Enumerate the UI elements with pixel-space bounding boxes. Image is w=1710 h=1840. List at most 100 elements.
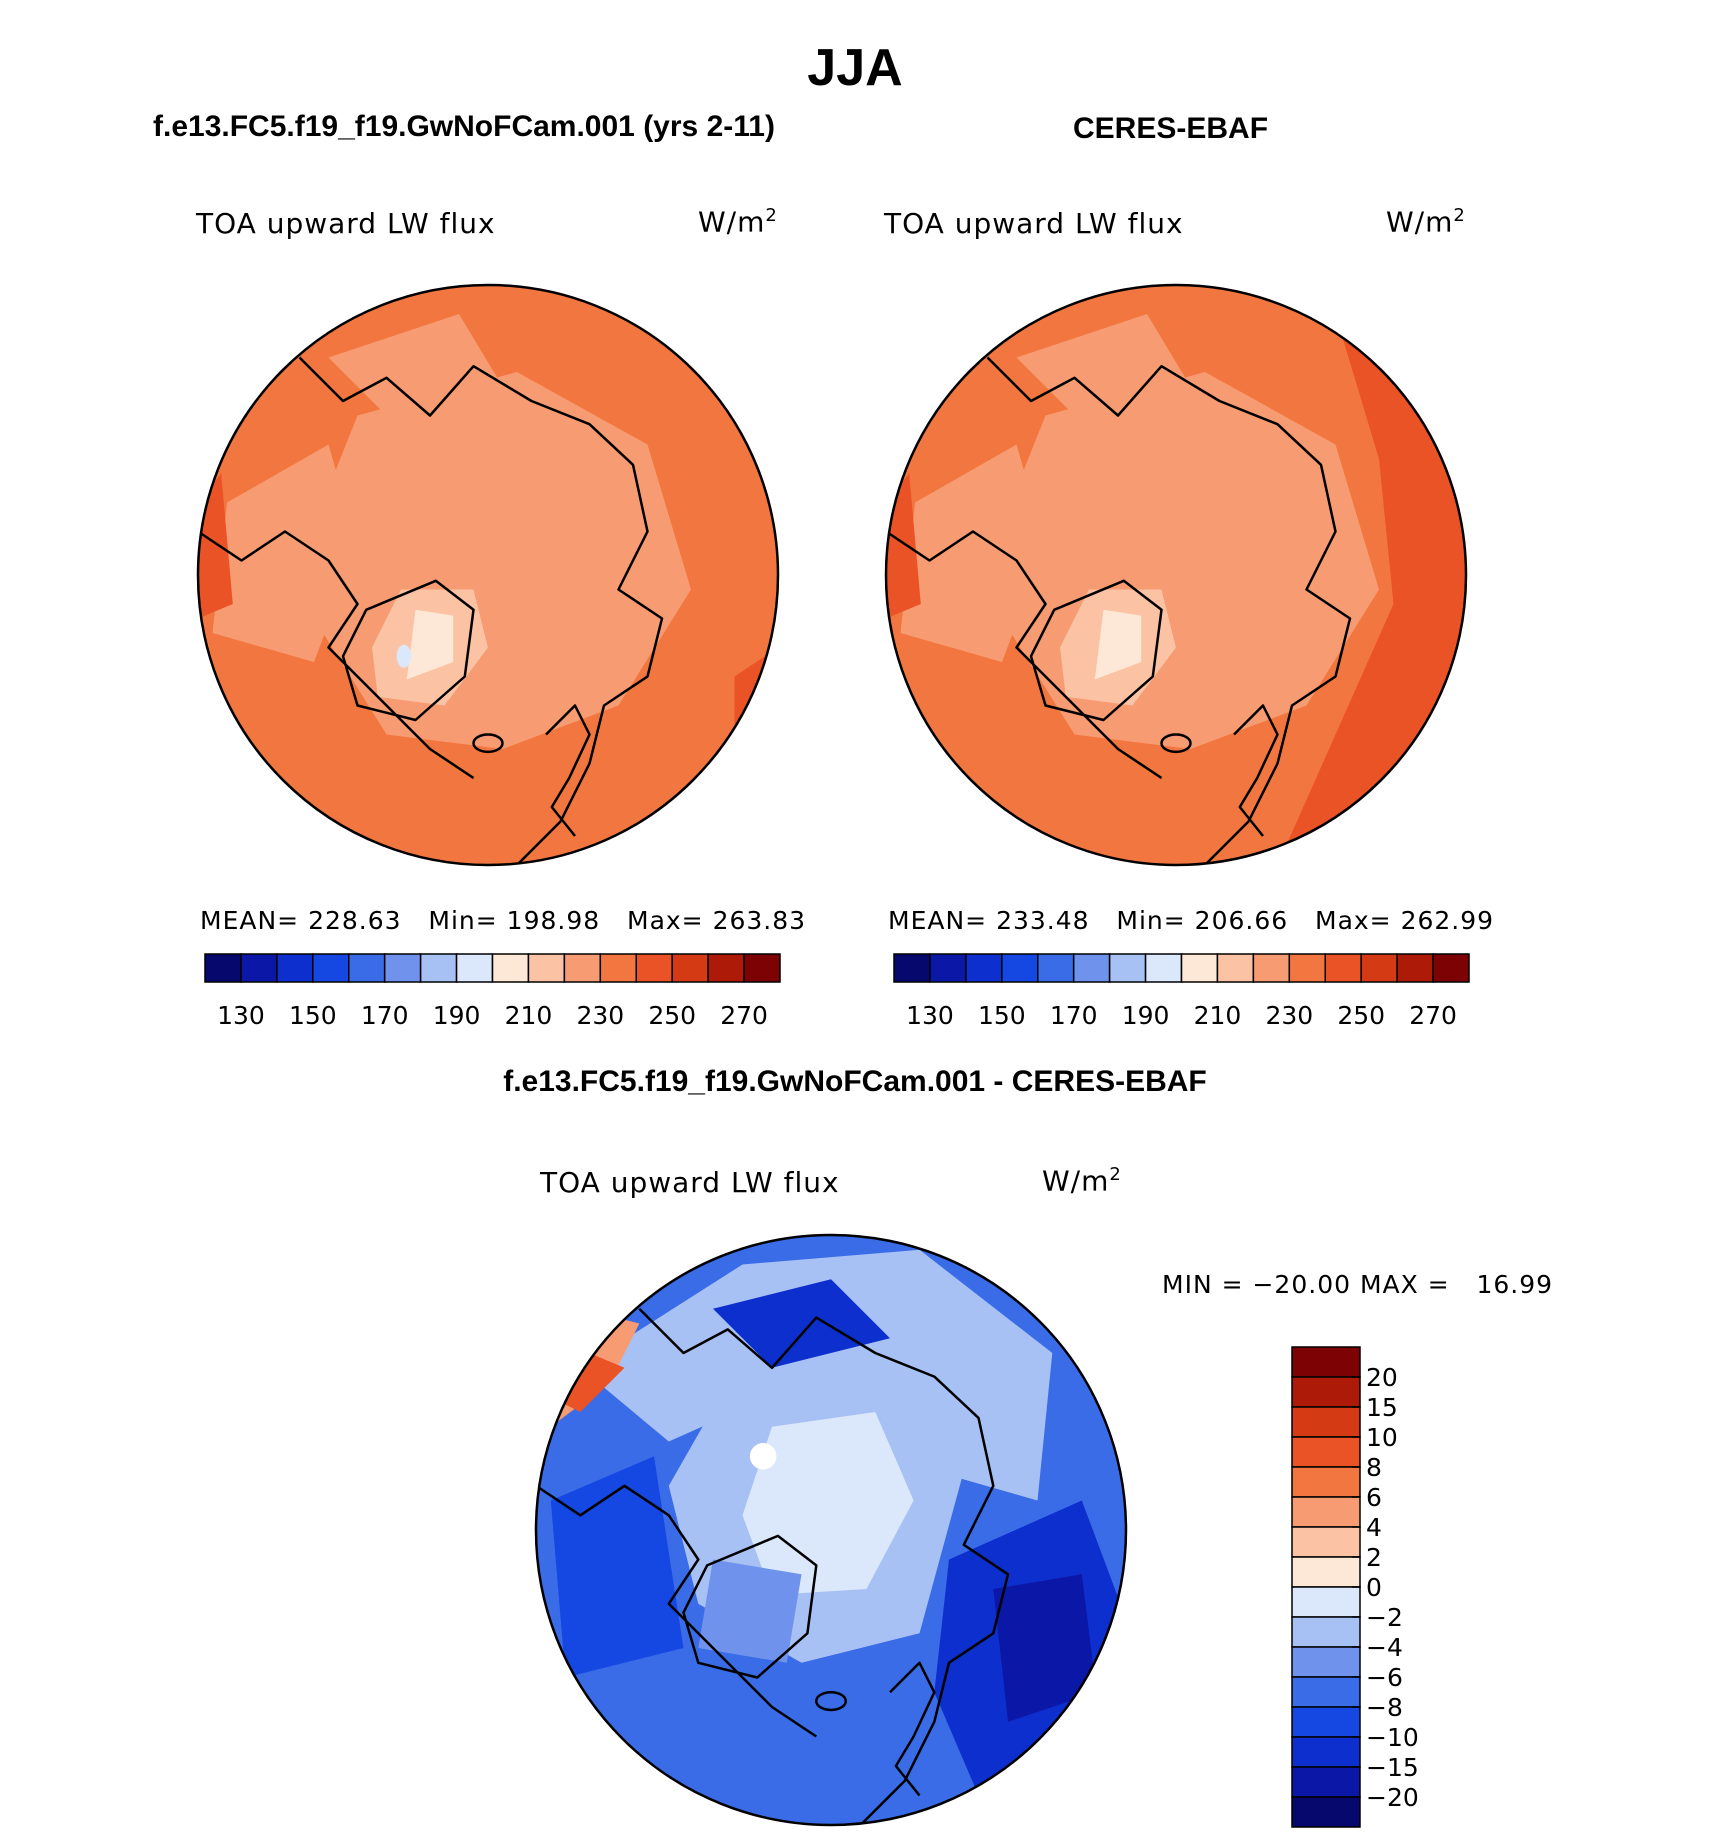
colorbar-swatch bbox=[707, 953, 745, 983]
colorbar-tick-label: 8 bbox=[1366, 1453, 1382, 1482]
colorbar-swatch bbox=[1291, 1586, 1361, 1618]
model-stats: MEAN= 228.63 Min= 198.98 Max= 263.83 bbox=[200, 906, 807, 935]
colorbar-swatch bbox=[1291, 1736, 1361, 1768]
colorbar-tick-label: 6 bbox=[1366, 1483, 1382, 1512]
colorbar-swatch bbox=[348, 953, 386, 983]
colorbar-tick-label: 150 bbox=[289, 1001, 337, 1030]
colorbar-swatch bbox=[893, 953, 931, 983]
field-canada-region bbox=[900, 444, 1046, 662]
colorbar-swatch bbox=[1001, 953, 1039, 983]
field-warm-sector bbox=[589, 314, 778, 865]
colorbar-swatch bbox=[599, 953, 637, 983]
diff-case-title: f.e13.FC5.f19_f19.GwNoFCam.001 - CERES-E… bbox=[503, 1065, 1207, 1098]
field-greenland-min bbox=[396, 644, 412, 668]
coastline-iceland bbox=[815, 1691, 847, 1712]
colorbar-swatch bbox=[965, 953, 1003, 983]
colorbar-tick-label: 230 bbox=[576, 1001, 624, 1030]
model-max-value: 263.83 bbox=[712, 906, 807, 935]
colorbar-swatch bbox=[491, 953, 530, 983]
field-canada-region bbox=[212, 444, 358, 662]
field-pacific-region bbox=[328, 314, 503, 416]
polar-map-difference bbox=[536, 1235, 1126, 1825]
field-greenland bbox=[698, 1559, 802, 1663]
field-pacific-region bbox=[1016, 314, 1191, 416]
colorbar-tick-label: 170 bbox=[1050, 1001, 1098, 1030]
map-border-difference bbox=[534, 1233, 1128, 1827]
obs-variable-label: TOA upward LW flux bbox=[884, 207, 1184, 240]
colorbar-swatch bbox=[1291, 1406, 1361, 1438]
colorbar-swatch bbox=[1396, 953, 1434, 983]
colorbar-swatch bbox=[1216, 953, 1255, 983]
coastline-north-america bbox=[198, 530, 475, 780]
coastline-north-america bbox=[886, 530, 1163, 780]
field-greenland-core bbox=[1094, 609, 1142, 680]
colorbar-swatch bbox=[1108, 953, 1147, 983]
colorbar-swatch bbox=[929, 953, 967, 983]
colorbar-swatch bbox=[1291, 1646, 1361, 1678]
colorbar-tick-label: −20 bbox=[1366, 1783, 1419, 1812]
colorbar-tick-label: 190 bbox=[433, 1001, 481, 1030]
obs-mean-value: 233.48 bbox=[996, 906, 1090, 935]
colorbar-swatch bbox=[743, 953, 781, 983]
coastline-greenland bbox=[1029, 579, 1163, 722]
field-eurasia-min bbox=[993, 1574, 1097, 1722]
model-variable-label: TOA upward LW flux bbox=[196, 207, 496, 240]
colorbar-swatch bbox=[671, 953, 709, 983]
map-border-model bbox=[196, 283, 780, 867]
obs-case-title: CERES-EBAF bbox=[1073, 112, 1269, 145]
diff-units-label: W/m2 bbox=[1042, 1164, 1122, 1198]
colorbar-swatch bbox=[1288, 953, 1326, 983]
colorbar-model: 130 150 170 190 210 230 250 270 bbox=[204, 953, 781, 1030]
colorbar-swatch bbox=[1180, 953, 1219, 983]
obs-max-value: 262.99 bbox=[1400, 906, 1495, 935]
colorbar-swatch bbox=[419, 953, 458, 983]
colorbar-tick-label: 20 bbox=[1366, 1363, 1398, 1392]
colorbar-tick-label: 150 bbox=[978, 1001, 1026, 1030]
map-border-observation bbox=[884, 283, 1468, 867]
colorbar-tick-label: −2 bbox=[1366, 1603, 1403, 1632]
colorbar-swatch bbox=[635, 953, 673, 983]
colorbar-tick-label: 250 bbox=[1337, 1001, 1385, 1030]
colorbar-swatch bbox=[563, 953, 602, 983]
colorbar-tick-label: 0 bbox=[1366, 1573, 1382, 1602]
season-title: JJA bbox=[807, 39, 903, 97]
coastline-iceland bbox=[472, 733, 504, 754]
colorbar-swatch bbox=[1252, 953, 1291, 983]
coastline-iceland bbox=[1160, 733, 1192, 754]
colorbar-swatch bbox=[1291, 1706, 1361, 1738]
colorbar-observation: 130 150 170 190 210 230 250 270 bbox=[893, 953, 1470, 1030]
colorbar-tick-label: 170 bbox=[361, 1001, 409, 1030]
colorbar-tick-label: 210 bbox=[505, 1001, 553, 1030]
colorbar-tick-label: −10 bbox=[1366, 1723, 1419, 1752]
field-pole-hole bbox=[749, 1442, 777, 1470]
field-greenland-core bbox=[406, 609, 454, 680]
coastline-greenland bbox=[341, 579, 475, 722]
colorbar-tick-label: 15 bbox=[1366, 1393, 1398, 1422]
field-center-near-zero bbox=[742, 1412, 914, 1595]
colorbar-swatch bbox=[527, 953, 566, 983]
diff-variable-label: TOA upward LW flux bbox=[540, 1166, 840, 1199]
field-alaska-max bbox=[550, 1353, 625, 1412]
colorbar-swatch bbox=[1144, 953, 1183, 983]
obs-stats: MEAN= 233.48 Min= 206.66 Max= 262.99 bbox=[888, 906, 1495, 935]
colorbar-tick-label: 130 bbox=[217, 1001, 265, 1030]
colorbar-tick-label: −15 bbox=[1366, 1753, 1419, 1782]
colorbar-swatch bbox=[204, 953, 242, 983]
colorbar-swatch bbox=[1072, 953, 1111, 983]
colorbar-swatch bbox=[240, 953, 278, 983]
colorbar-swatch bbox=[1291, 1616, 1361, 1648]
obs-min-value: 206.66 bbox=[1194, 906, 1289, 935]
polar-map-model bbox=[198, 285, 778, 865]
coastline-scandinavia bbox=[1233, 704, 1279, 837]
field-hot-west bbox=[198, 473, 233, 619]
colorbar-swatch bbox=[1291, 1346, 1361, 1378]
model-min-value: 198.98 bbox=[506, 906, 601, 935]
colorbar-tick-label: 190 bbox=[1122, 1001, 1170, 1030]
model-units-label: W/m2 bbox=[698, 205, 778, 239]
field-hot-west bbox=[886, 473, 921, 619]
colorbar-swatch bbox=[1291, 1526, 1361, 1558]
colorbar-swatch bbox=[1291, 1556, 1361, 1588]
colorbar-swatch bbox=[383, 953, 422, 983]
colorbar-swatch bbox=[1291, 1436, 1361, 1468]
